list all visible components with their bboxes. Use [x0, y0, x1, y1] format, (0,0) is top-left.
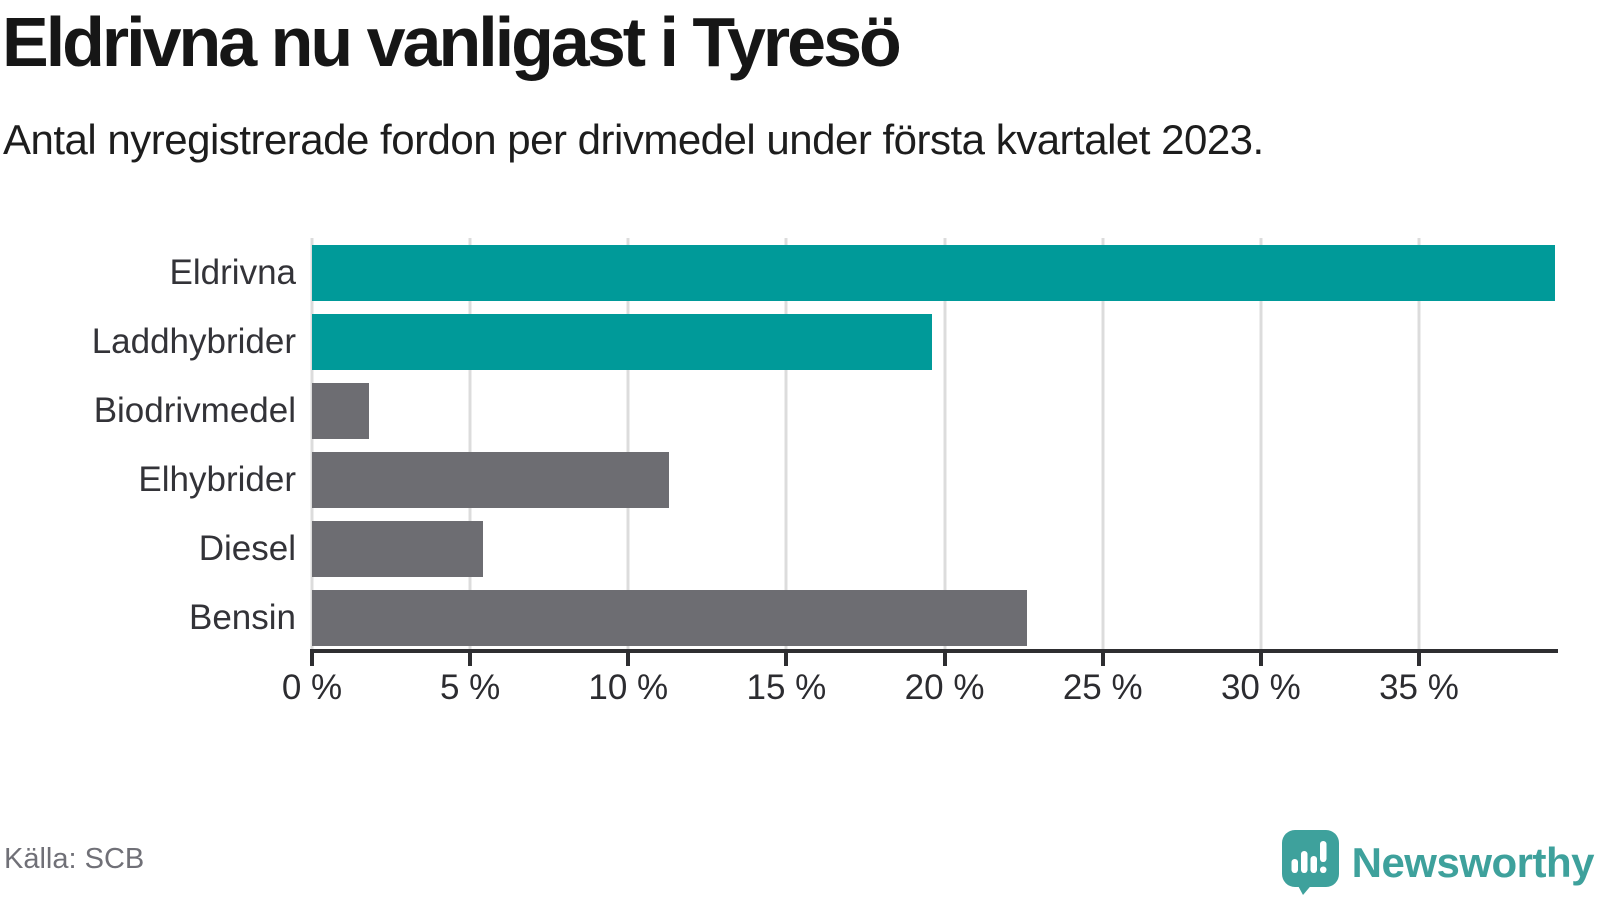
tick-mark-15	[784, 653, 789, 666]
gridline-15	[784, 238, 788, 652]
source-text: Källa: SCB	[4, 843, 145, 875]
gridline-35	[1417, 238, 1421, 652]
tick-mark-20	[942, 653, 947, 666]
tick-label-25: 25 %	[1062, 668, 1143, 707]
category-label-eldrivna: Eldrivna	[169, 252, 296, 292]
bar-biodrivmedel	[312, 382, 369, 439]
brand-name: Newsworthy	[1351, 838, 1595, 886]
gridline-5	[468, 238, 472, 652]
tick-mark-30	[1258, 653, 1263, 666]
tick-label-0: 0 %	[281, 668, 343, 707]
tick-label-35: 35 %	[1379, 668, 1459, 707]
tick-label-20: 20 %	[904, 668, 985, 707]
tick-mark-35	[1416, 653, 1421, 666]
tick-label-10: 10 %	[588, 668, 669, 707]
tick-mark-5	[468, 653, 473, 666]
newsworthy-logo-icon	[1281, 830, 1339, 895]
brand-logo: Newsworthy	[1281, 830, 1595, 895]
bar-elhybrider	[312, 451, 670, 508]
tick-mark-10	[626, 653, 631, 666]
category-label-elhybrider: Elhybrider	[138, 459, 296, 499]
chart-title: Eldrivna nu vanligast i Tyresö	[2, 3, 902, 81]
tick-label-5: 5 %	[439, 668, 501, 707]
chart-subtitle: Antal nyregistrerade fordon per drivmede…	[3, 116, 1264, 163]
category-axis: Eldrivna Laddhybrider Biodrivmedel Elhybrid…	[0, 238, 296, 652]
category-label-biodrivmedel: Biodrivmedel	[93, 390, 296, 430]
gridline-20	[943, 238, 947, 652]
gridline-0	[310, 238, 314, 652]
gridline-10	[626, 238, 630, 652]
bar-bensin	[312, 589, 1027, 646]
category-label-bensin: Bensin	[188, 597, 296, 637]
category-label-laddhybrider: Laddhybrider	[91, 321, 296, 361]
category-label-diesel: Diesel	[198, 528, 296, 568]
plot-area	[310, 238, 1555, 652]
x-axis-line	[310, 649, 1558, 653]
tick-mark-25	[1100, 653, 1105, 666]
bar-laddhybrider	[312, 313, 932, 370]
gridline-25	[1101, 238, 1105, 652]
bar-diesel	[312, 520, 483, 577]
gridline-30	[1259, 238, 1263, 652]
tick-label-15: 15 %	[746, 668, 827, 707]
tick-mark-0	[310, 653, 314, 666]
bar-eldrivna	[312, 244, 1555, 301]
tick-label-30: 30 %	[1220, 668, 1301, 707]
